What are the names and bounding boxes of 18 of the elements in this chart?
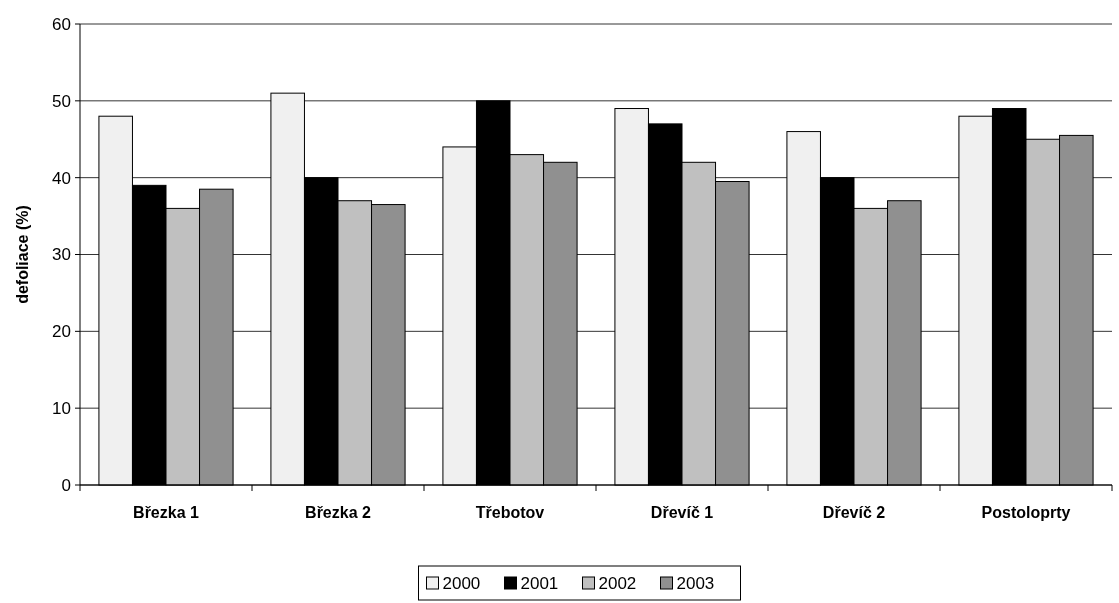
- y-axis-title: defoliace (%): [14, 205, 31, 304]
- x-tick-label: Březka 2: [305, 504, 372, 521]
- legend-label: 2000: [442, 573, 481, 593]
- y-tick-label: 50: [52, 91, 71, 111]
- y-tick-label: 60: [52, 14, 71, 34]
- legend-label: 2001: [520, 573, 559, 593]
- x-tick-label: Dřevíč 2: [822, 504, 886, 521]
- x-tick-label: Dřevíč 1: [650, 504, 714, 521]
- legend-label: 2003: [676, 573, 715, 593]
- legend-label: 2002: [598, 573, 637, 593]
- y-tick-label: 40: [52, 168, 71, 188]
- y-tick-label: 30: [52, 245, 71, 265]
- y-tick-label: 0: [61, 475, 71, 495]
- y-tick-label: 20: [52, 322, 71, 342]
- x-tick-label: Březka 1: [133, 504, 200, 521]
- y-tick-label: 10: [52, 399, 71, 419]
- x-tick-label: Postoloprty: [981, 504, 1071, 521]
- x-tick-label: Třebotov: [475, 504, 545, 521]
